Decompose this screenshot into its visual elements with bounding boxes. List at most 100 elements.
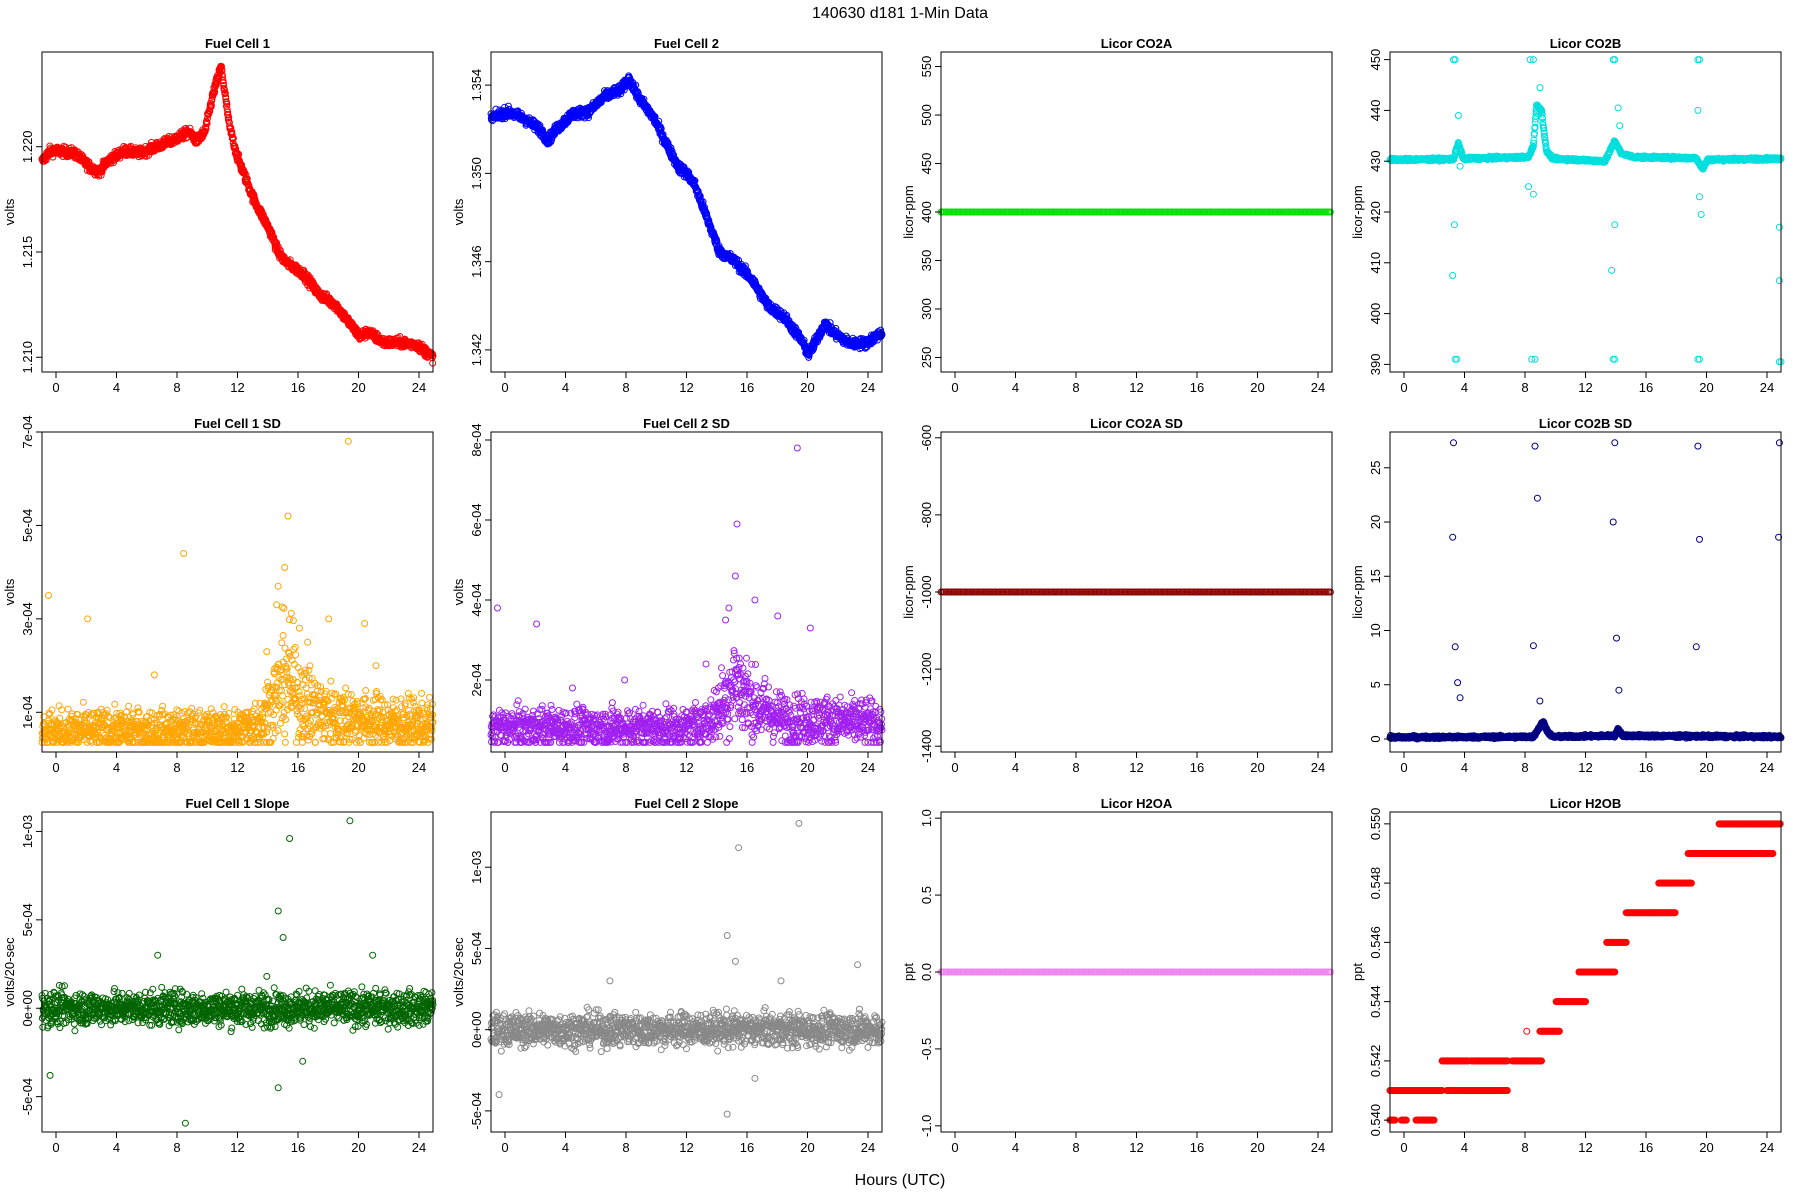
data-point (97, 171, 105, 179)
panel-title: Fuel Cell 2 (654, 36, 719, 51)
outlier-point (1525, 183, 1532, 191)
x-tick-label: 12 (1578, 380, 1592, 395)
data-points (937, 208, 1334, 216)
y-tick-label: 430 (1368, 150, 1383, 172)
x-tick-label: 20 (351, 380, 365, 395)
data-point (203, 119, 211, 127)
x-tick-label: 16 (1639, 380, 1653, 395)
panel-title: Licor CO2A (1101, 36, 1173, 51)
y-tick-label: 450 (1368, 49, 1383, 71)
panel-title: Licor CO2B (1550, 36, 1622, 51)
y-tick-label: 500 (919, 104, 934, 126)
y-tick-label: 300 (919, 298, 934, 320)
x-tick-label: 16 (740, 380, 754, 395)
x-tick-label: 24 (412, 380, 426, 395)
panel-title: Fuel Cell 1 SD (194, 416, 281, 431)
x-axis: 0 4 8 12 16 20 24 (501, 372, 875, 395)
figure-xlabel: Hours (UTC) (855, 1172, 946, 1189)
panel-grid: Fuel Cell 1 volts 0 4 8 12 16 20 24 1.210 1.215 1.2… (2, 36, 1785, 1155)
x-tick-label: 20 (1250, 380, 1264, 395)
plot-frame (41, 51, 434, 373)
x-tick-label: 0 (52, 380, 59, 395)
x-tick-label: 8 (1072, 380, 1079, 395)
outlier-point (1450, 221, 1458, 229)
outlier-point (1616, 122, 1624, 130)
data-point (232, 145, 240, 153)
data-point (40, 157, 48, 165)
data-point (229, 134, 237, 142)
y-tick-label: 440 (1368, 100, 1383, 122)
data-point (220, 82, 228, 89)
y-tick-label: 1.210 (20, 341, 35, 374)
y-axis-label: volts (2, 198, 17, 225)
data-points (1386, 56, 1785, 366)
outlier-point (1608, 266, 1616, 274)
data-point (179, 135, 187, 143)
x-tick-label: 24 (1311, 380, 1325, 395)
outlier-point (1614, 104, 1622, 112)
panel-title: Fuel Cell 1 (205, 36, 270, 51)
y-axis-label: licor-ppm (1350, 185, 1365, 238)
outlier-point (1696, 193, 1703, 201)
data-point (225, 114, 233, 121)
x-axis: 0 4 8 12 16 20 24 (52, 372, 426, 395)
plot-frame (1389, 51, 1782, 373)
x-tick-label: 8 (622, 380, 629, 395)
outlier-point (1611, 221, 1619, 229)
y-tick-label: 1.350 (469, 157, 484, 190)
outlier-point (1449, 272, 1457, 279)
x-tick-label: 4 (562, 380, 569, 395)
y-tick-label: 1.342 (469, 334, 484, 367)
x-tick-label: 4 (1461, 380, 1468, 395)
outlier-point (1454, 112, 1462, 119)
figure-title: 140630 d181 1-Min Data (812, 5, 988, 22)
x-tick-label: 16 (291, 380, 305, 395)
data-point (218, 63, 225, 70)
x-tick-label: 0 (1400, 380, 1407, 395)
outlier-point (1456, 162, 1464, 170)
y-tick-label: 410 (1368, 252, 1383, 274)
y-tick-label: 400 (919, 201, 934, 223)
x-tick-label: 8 (173, 380, 180, 395)
y-tick-label: 1.354 (469, 69, 484, 102)
x-tick-label: 20 (1699, 380, 1713, 395)
data-points (487, 72, 886, 361)
y-tick-label: 450 (919, 153, 934, 175)
y-tick-label: 390 (1368, 354, 1383, 376)
y-tick-label: 1.220 (20, 130, 35, 163)
data-point (79, 698, 87, 706)
x-axis: 0 4 8 12 16 20 24 (951, 372, 1325, 395)
y-tick-label: 1.346 (469, 245, 484, 278)
y-axis-label: volts (2, 578, 17, 605)
data-point (228, 131, 236, 139)
y-tick-label: 420 (1368, 201, 1383, 223)
x-tick-label: 0 (951, 380, 958, 395)
outlier-point (1529, 190, 1537, 198)
x-tick-label: 0 (501, 380, 508, 395)
x-tick-label: 24 (1760, 380, 1774, 395)
x-tick-label: 4 (113, 380, 120, 395)
data-points (38, 437, 437, 746)
data-point (98, 168, 106, 176)
x-tick-label: 12 (1129, 380, 1143, 395)
x-tick-label: 16 (1190, 380, 1204, 395)
y-tick-label: 250 (919, 347, 934, 369)
x-axis: 0 4 8 12 16 20 24 (1400, 372, 1774, 395)
outlier-point (1697, 211, 1705, 218)
data-point (221, 89, 229, 97)
data-point (223, 100, 231, 108)
x-tick-label: 8 (1521, 380, 1528, 395)
outlier-point (1536, 84, 1544, 92)
data-point (203, 115, 211, 123)
data-point (218, 66, 226, 74)
x-tick-label: 24 (861, 380, 875, 395)
x-tick-label: 20 (800, 380, 814, 395)
data-point (211, 88, 219, 96)
x-tick-label: 4 (1012, 380, 1019, 395)
y-tick-label: 1.215 (20, 236, 35, 269)
